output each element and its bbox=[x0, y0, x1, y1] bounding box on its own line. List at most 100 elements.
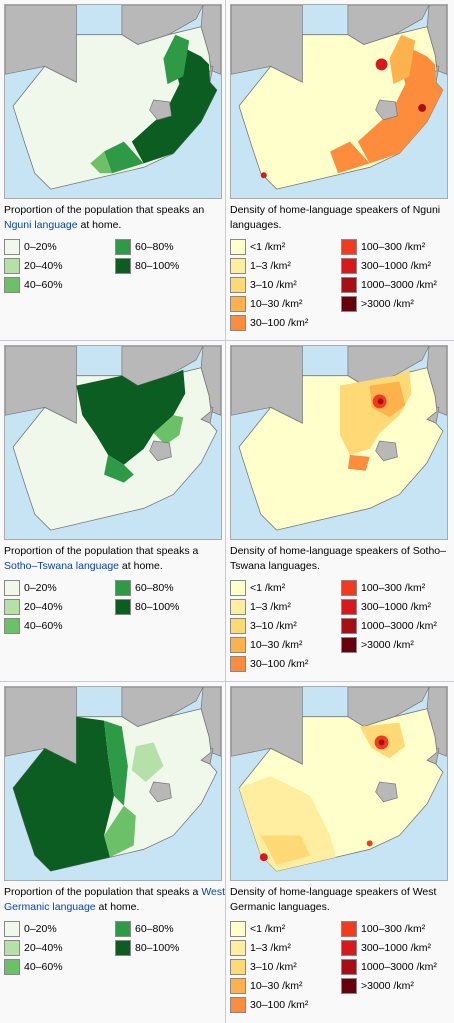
legend-item: <1 /km² bbox=[230, 579, 285, 597]
legend-item: 40–60% bbox=[4, 276, 63, 294]
column-divider bbox=[225, 0, 226, 1023]
legend-item: 80–100% bbox=[115, 257, 179, 275]
nguni-density-map[interactable] bbox=[230, 4, 448, 199]
legend-swatch bbox=[341, 978, 357, 994]
legend-swatch bbox=[341, 599, 357, 615]
legend-swatch bbox=[4, 618, 20, 634]
legend-swatch bbox=[230, 978, 246, 994]
panel-row-sotho-tswana: Proportion of the population that speaks… bbox=[0, 341, 454, 680]
legend-swatch bbox=[230, 997, 246, 1013]
nguni-density-panel: Density of home-language speakers of Ngu… bbox=[227, 0, 452, 339]
legend-swatch bbox=[230, 315, 246, 331]
legend-swatch bbox=[341, 940, 357, 956]
nguni-proportion-caption: Proportion of the population that speaks… bbox=[4, 204, 205, 231]
legend-item: 60–80% bbox=[115, 579, 174, 597]
nguni-proportion-panel: Proportion of the population that speaks… bbox=[1, 0, 226, 339]
map-svg bbox=[231, 687, 447, 880]
legend-item: 10–30 /km² bbox=[230, 636, 303, 654]
legend-swatch bbox=[4, 239, 20, 255]
legend-item: >3000 /km² bbox=[341, 636, 414, 654]
legend-swatch bbox=[230, 921, 246, 937]
west-germanic-proportion-caption: Proportion of the population that speaks… bbox=[4, 886, 226, 913]
legend-item: 1–3 /km² bbox=[230, 257, 291, 275]
legend-item: 60–80% bbox=[115, 238, 174, 256]
legend-swatch bbox=[230, 618, 246, 634]
legend-item: 40–60% bbox=[4, 617, 63, 635]
legend-swatch bbox=[230, 296, 246, 312]
legend-swatch bbox=[230, 277, 246, 293]
row-divider bbox=[0, 340, 454, 341]
legend-swatch bbox=[341, 637, 357, 653]
west-germanic-language-link[interactable]: West Germanic language bbox=[4, 886, 226, 913]
legend-item: 300–1000 /km² bbox=[341, 257, 431, 275]
legend-swatch bbox=[230, 599, 246, 615]
west-germanic-proportion-panel: Proportion of the population that speaks… bbox=[1, 682, 226, 1021]
sotho-tswana-proportion-panel: Proportion of the population that speaks… bbox=[1, 341, 226, 680]
west-germanic-density-panel: Density of home-language speakers of Wes… bbox=[227, 682, 452, 1021]
legend-item: 3–10 /km² bbox=[230, 617, 297, 635]
legend-item: 300–1000 /km² bbox=[341, 939, 431, 957]
legend-swatch bbox=[230, 959, 246, 975]
nguni-proportion-map[interactable] bbox=[4, 4, 222, 199]
legend-item: <1 /km² bbox=[230, 238, 285, 256]
legend-swatch bbox=[4, 599, 20, 615]
legend-item: 60–80% bbox=[115, 920, 174, 938]
map-svg bbox=[5, 346, 221, 539]
legend-item: 80–100% bbox=[115, 939, 179, 957]
legend-item: 30–100 /km² bbox=[230, 655, 308, 673]
legend-swatch bbox=[115, 599, 131, 615]
nguni-density-caption: Density of home-language speakers of Ngu… bbox=[230, 204, 441, 231]
west-germanic-density-caption: Density of home-language speakers of Wes… bbox=[230, 886, 437, 913]
legend-item: 0–20% bbox=[4, 238, 57, 256]
legend-swatch bbox=[230, 239, 246, 255]
legend-swatch bbox=[230, 258, 246, 274]
nguni-language-link[interactable]: Nguni language bbox=[4, 219, 78, 231]
legend-swatch bbox=[4, 921, 20, 937]
legend-swatch bbox=[115, 940, 131, 956]
legend-item: 0–20% bbox=[4, 920, 57, 938]
legend-swatch bbox=[115, 258, 131, 274]
sotho-tswana-density-map[interactable] bbox=[230, 345, 448, 540]
legend-swatch bbox=[230, 580, 246, 596]
map-svg bbox=[5, 687, 221, 880]
legend-swatch bbox=[341, 296, 357, 312]
legend-swatch bbox=[341, 580, 357, 596]
legend-swatch bbox=[4, 277, 20, 293]
legend-item: 80–100% bbox=[115, 598, 179, 616]
legend-item: 20–40% bbox=[4, 939, 63, 957]
legend-item: 300–1000 /km² bbox=[341, 598, 431, 616]
legend-item: 20–40% bbox=[4, 598, 63, 616]
legend-swatch bbox=[115, 921, 131, 937]
legend-item: 1000–3000 /km² bbox=[341, 958, 437, 976]
sotho-tswana-density-panel: Density of home-language speakers of Sot… bbox=[227, 341, 452, 680]
map-svg bbox=[231, 5, 447, 198]
legend-item: >3000 /km² bbox=[341, 295, 414, 313]
legend-item: 1–3 /km² bbox=[230, 598, 291, 616]
legend-swatch bbox=[341, 618, 357, 634]
legend-item: 100–300 /km² bbox=[341, 238, 425, 256]
legend-swatch bbox=[230, 637, 246, 653]
legend-item: 100–300 /km² bbox=[341, 579, 425, 597]
legend-item: 100–300 /km² bbox=[341, 920, 425, 938]
legend-item: 30–100 /km² bbox=[230, 314, 308, 332]
legend-item: >3000 /km² bbox=[341, 977, 414, 995]
west-germanic-proportion-map[interactable] bbox=[4, 686, 222, 881]
legend-swatch bbox=[341, 277, 357, 293]
sotho-tswana-language-link[interactable]: Sotho–Tswana language bbox=[4, 560, 120, 572]
legend-swatch bbox=[341, 258, 357, 274]
legend-item: 10–30 /km² bbox=[230, 295, 303, 313]
row-divider bbox=[0, 681, 454, 682]
legend-item: 1–3 /km² bbox=[230, 939, 291, 957]
legend-swatch bbox=[341, 239, 357, 255]
legend-swatch bbox=[341, 921, 357, 937]
legend-swatch bbox=[115, 580, 131, 596]
panel-row-west-germanic: Proportion of the population that speaks… bbox=[0, 682, 454, 1021]
legend-item: 30–100 /km² bbox=[230, 996, 308, 1014]
sotho-tswana-proportion-caption: Proportion of the population that speaks… bbox=[4, 545, 199, 572]
legend-swatch bbox=[230, 940, 246, 956]
sotho-tswana-proportion-map[interactable] bbox=[4, 345, 222, 540]
legend-swatch bbox=[4, 258, 20, 274]
west-germanic-density-map[interactable] bbox=[230, 686, 448, 881]
legend-item: 40–60% bbox=[4, 958, 63, 976]
legend-swatch bbox=[341, 959, 357, 975]
